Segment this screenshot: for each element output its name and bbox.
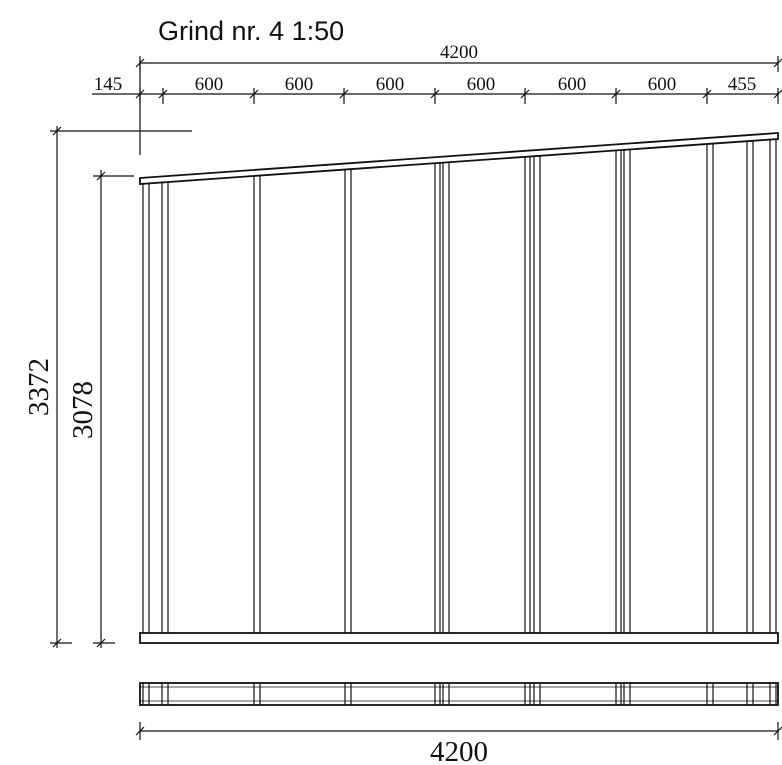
- spacing-label: 600: [285, 74, 314, 95]
- bottom-dimension-label: 4200: [430, 736, 488, 765]
- spacing-tick: [339, 89, 349, 99]
- plan-outline: [139, 682, 779, 706]
- outer-height-label: 3372: [23, 358, 55, 416]
- spacing-ticks: [135, 88, 782, 104]
- bottom-dimension: 4200: [135, 722, 782, 765]
- spacing-label: 145: [94, 74, 123, 95]
- studs: [142, 139, 777, 633]
- spacing-label: 600: [648, 74, 677, 95]
- spacing-tick: [520, 89, 530, 99]
- outer-height-tick-top: [52, 126, 62, 136]
- spacing-label: 600: [195, 74, 224, 95]
- spacing-tick: [430, 89, 440, 99]
- bottom-tick-right: [773, 726, 782, 736]
- spacing-tick: [702, 89, 712, 99]
- spacing-tick: [773, 89, 782, 99]
- spacing-tick: [249, 89, 259, 99]
- spacing-label: 455: [728, 74, 757, 95]
- top-plate: [139, 132, 779, 185]
- drawing-title: Grind nr. 4 1:50: [158, 16, 344, 46]
- plan-studs: [142, 683, 777, 705]
- spacing-tick: [158, 89, 168, 99]
- inner-height-label: 3078: [67, 381, 99, 439]
- plan-section-strip: [139, 682, 779, 706]
- bottom-plate: [139, 632, 779, 644]
- spacing-tick: [611, 89, 621, 99]
- inner-height-tick-top: [96, 171, 106, 181]
- height-dimensions: 3372 3078: [23, 126, 192, 648]
- overall-tick-right: [773, 58, 782, 68]
- spacing-label: 600: [467, 74, 496, 95]
- spacing-label: 600: [376, 74, 405, 95]
- wall-frame: [139, 132, 779, 644]
- top-dimension-chain: 4200 145 600 600 600 600 600 600 455: [92, 42, 782, 155]
- spacing-label: 600: [558, 74, 587, 95]
- overall-dimension-label: 4200: [440, 42, 478, 63]
- bottom-tick-left: [135, 726, 145, 736]
